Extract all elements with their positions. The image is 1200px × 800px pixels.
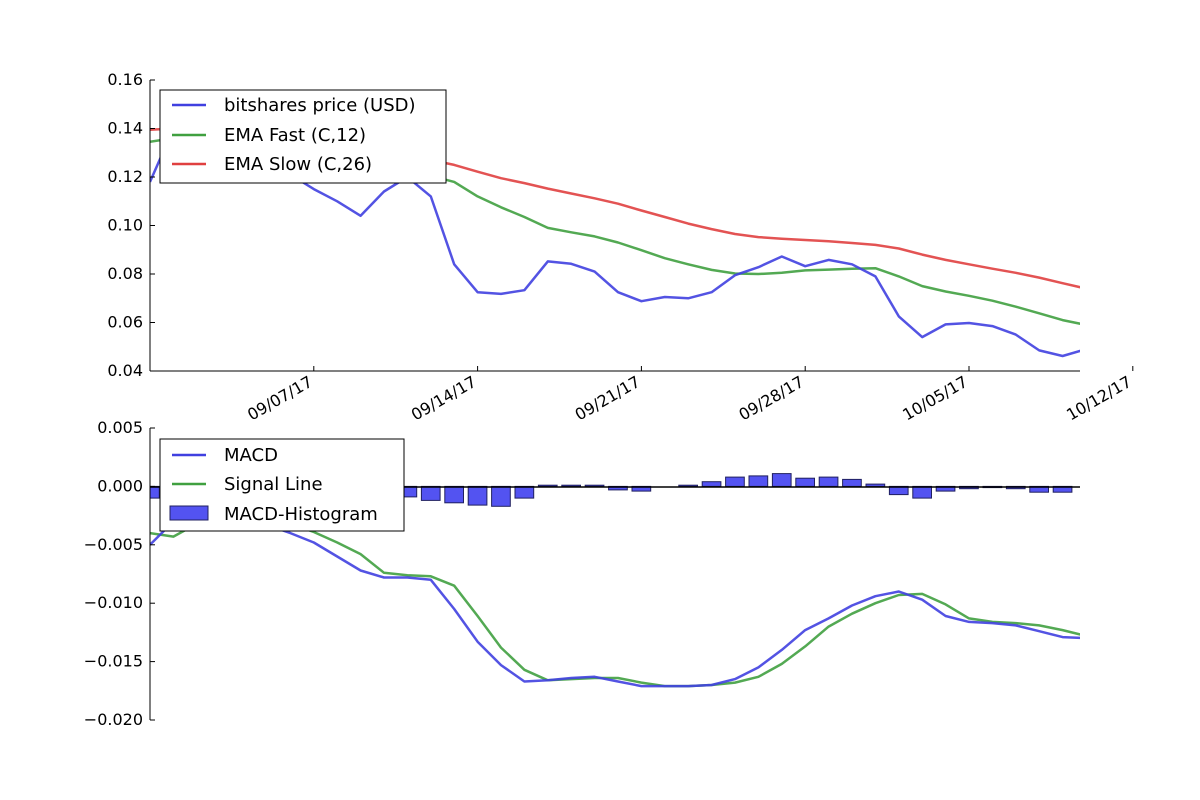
macd-histogram-bar [420,485,441,501]
macd-histogram-bar [912,485,932,499]
price-x-tick-label: 09/07/17 [244,372,316,424]
macd-histogram-bar [1123,481,1142,487]
price-x-tick-label: 10/12/17 [1063,372,1135,424]
price-ema-chart: 0.040.060.080.100.120.140.16 09/07/17 09/… [107,70,1135,424]
macd-histogram-bar [537,484,558,487]
macd-histogram-bar [818,476,839,487]
macd-legend-label-1: Signal Line [224,474,323,495]
price-legend: bitshares price (USD) EMA Fast (C,12) EM… [159,89,447,184]
series-line-macd [150,508,1080,688]
price-y-tick-label: 0.14 [107,119,143,138]
macd-y-tick-label: 0.000 [97,476,143,495]
price-x-tick-label: 09/21/17 [572,372,644,424]
price-x-tick-label: 09/28/17 [735,372,807,424]
macd-histogram-bar [491,485,511,507]
macd-legend: MACD Signal Line MACD-Histogram [159,438,405,532]
price-legend-label-2: EMA Slow (C,26) [224,154,372,175]
series-line-signal-line [150,515,1080,688]
macd-histogram-bar [444,485,464,504]
macd-y-tick-label: −0.015 [84,652,143,671]
macd-legend-label-0: MACD [224,445,278,466]
macd-y-ticks: −0.020 −0.015 −0.010 −0.005 0.000 0.005 [84,418,155,729]
macd-histogram-bar [1147,483,1166,487]
macd-histogram-bar [771,473,792,487]
macd-legend-swatch-2 [169,505,209,521]
price-x-ticks: 09/07/17 09/14/17 09/21/17 09/28/17 10/05/17… [244,366,1135,424]
macd-y-tick-label: −0.010 [84,593,143,612]
price-legend-frame [159,89,447,184]
price-x-tick-label: 10/05/17 [899,372,971,424]
macd-histogram-bar [725,476,745,487]
price-y-tick-label: 0.06 [107,313,143,332]
macd-histogram-bar [678,484,698,487]
price-y-tick-label: 0.08 [107,264,143,283]
macd-histogram-bar [701,481,722,487]
macd-histogram-bar [561,484,581,487]
macd-lines [150,508,1080,688]
macd-y-tick-label: −0.005 [84,535,143,554]
price-y-tick-label: 0.10 [107,216,143,235]
macd-y-tick-label: −0.020 [84,710,143,729]
macd-y-tick-label: 0.005 [97,418,143,437]
series-line-bitshares-price-usd [150,127,1080,358]
price-y-tick-label: 0.12 [107,167,143,186]
macd-histogram-bar [584,484,605,487]
price-x-tick-label: 09/14/17 [408,372,480,424]
macd-histogram-bar [842,478,862,487]
price-y-tick-label: 0.04 [107,361,143,380]
macd-histogram-bar [748,475,769,487]
macd-legend-label-2: MACD-Histogram [224,504,378,525]
macd-histogram-bar [514,485,535,499]
macd-histogram-bar [150,485,160,499]
macd-histogram-bar [795,477,815,487]
price-y-tick-label: 0.16 [107,70,143,89]
price-legend-label-1: EMA Fast (C,12) [224,125,366,146]
macd-histogram-bar [865,483,886,487]
macd-histogram-bar [467,485,488,506]
price-y-ticks: 0.04 0.06 0.08 0.10 0.12 0.14 0.16 [107,70,155,380]
price-legend-label-0: bitshares price (USD) [224,95,416,116]
macd-histogram-bar [1100,485,1119,486]
macd-chart: −0.020 −0.015 −0.010 −0.005 0.000 0.005 MACD … [84,418,1166,729]
